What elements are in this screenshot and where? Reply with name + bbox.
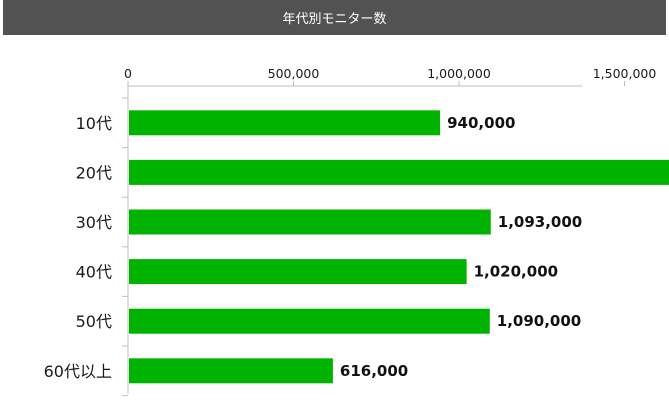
- data-label: 616,000: [340, 362, 408, 380]
- bar: [129, 308, 490, 334]
- data-label: 1,020,000: [474, 263, 558, 281]
- bar: [129, 110, 441, 136]
- data-label: 1,090,000: [497, 312, 581, 330]
- x-tick-label: 1,500,000: [593, 66, 657, 81]
- bar: [129, 159, 669, 185]
- category-label: 20代: [76, 163, 112, 182]
- bar: [129, 259, 467, 285]
- data-label: 1,093,000: [498, 213, 582, 231]
- x-tick-label: 500,000: [268, 66, 320, 81]
- category-label: 60代以上: [44, 362, 112, 381]
- category-label: 40代: [76, 263, 112, 282]
- data-label: 940,000: [447, 114, 515, 132]
- bar: [129, 358, 333, 384]
- x-tick-label: 1,000,000: [427, 66, 491, 81]
- category-label: 30代: [76, 213, 112, 232]
- category-label: 50代: [76, 312, 112, 331]
- x-tick-label: 0: [124, 66, 132, 81]
- chart-title: 年代別モニター数: [3, 0, 666, 35]
- bar: [129, 209, 491, 235]
- category-label: 10代: [76, 114, 112, 133]
